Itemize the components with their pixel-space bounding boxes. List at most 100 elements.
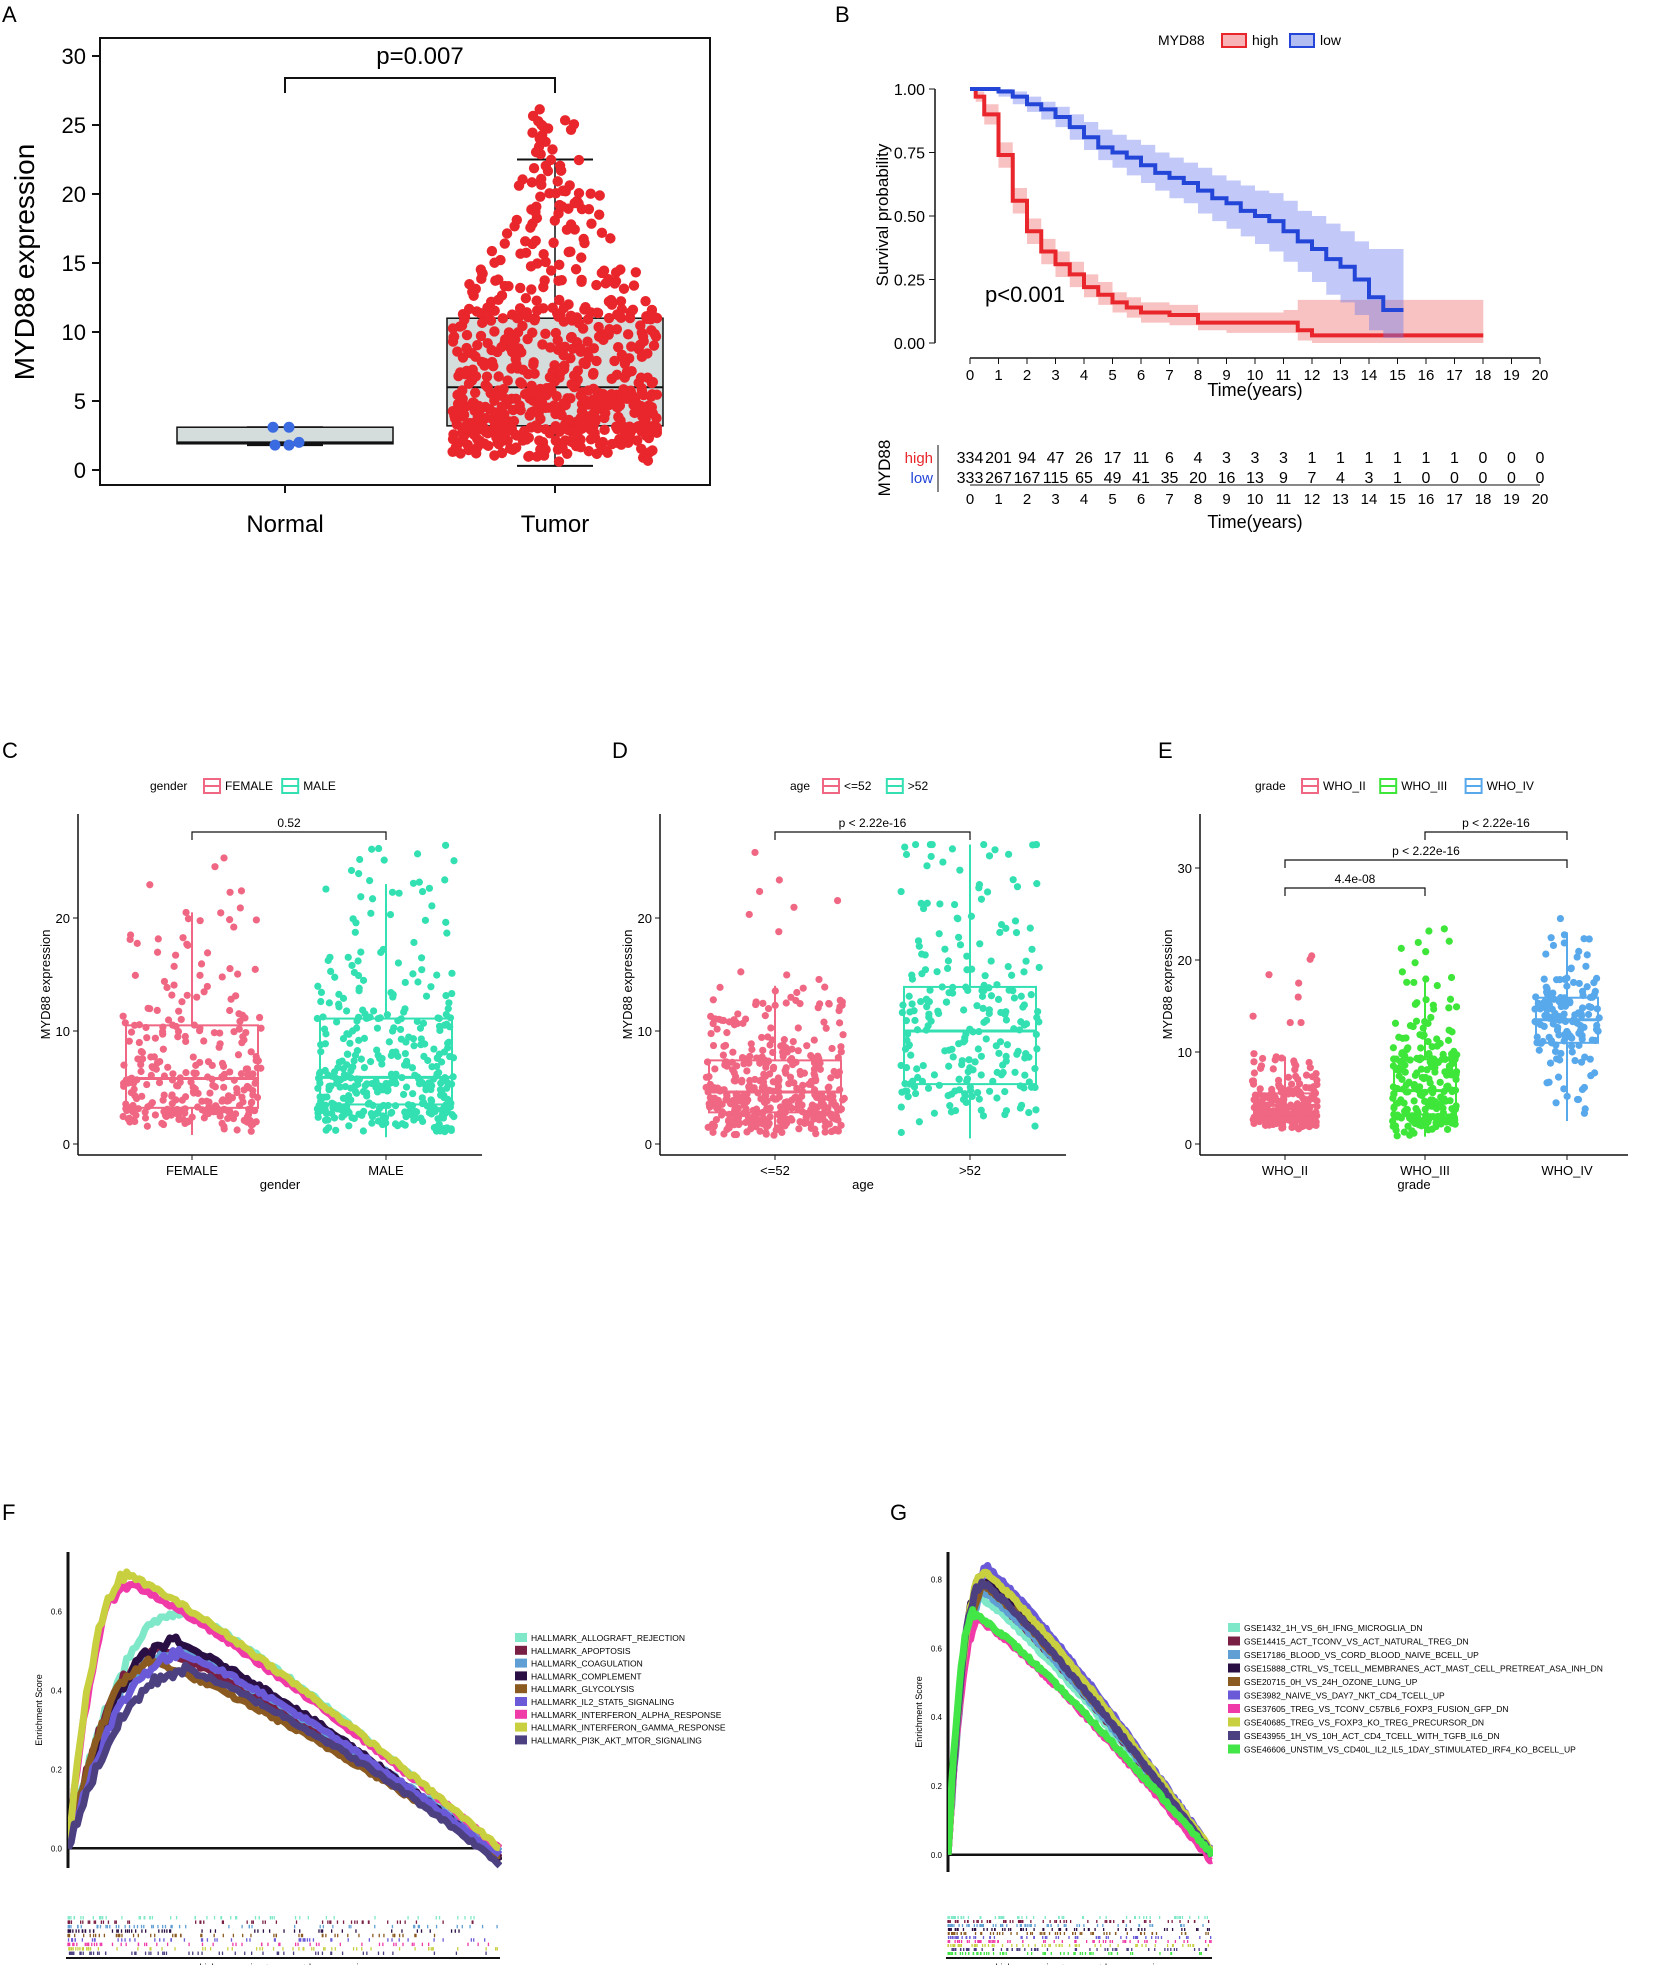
data-point [966,1064,974,1072]
data-point [635,400,647,412]
risk-x-tick-label: 6 [1137,491,1145,508]
data-point [126,931,135,939]
y-tick-label: 0.50 [894,209,925,226]
data-point [985,852,994,860]
data-point [602,447,613,459]
box->52 [903,985,1037,1086]
data-point [475,330,487,342]
data-point [1440,925,1448,933]
data-point [794,1100,802,1108]
data-point [496,401,508,412]
legend-swatch [1228,1623,1240,1632]
data-point [782,1044,790,1052]
legend-swatch [515,1645,527,1655]
data-point [909,1077,917,1085]
data-point [939,858,947,866]
data-point [1280,1093,1288,1101]
data-point [915,942,923,950]
data-point [367,1058,375,1066]
data-point [134,1055,142,1063]
data-point [519,425,530,437]
data-point [752,1000,760,1009]
y-tick-label: 0.4 [51,1686,63,1695]
data-point [588,367,599,379]
data-point [410,938,418,947]
data-point [1021,1054,1029,1062]
data-point [401,1005,409,1013]
legend-label: HALLMARK_APOPTOSIS [531,1646,631,1656]
data-point [497,313,509,324]
data-point [810,1065,819,1073]
data-point [1020,968,1028,976]
data-point [150,1053,158,1061]
data-point [609,355,620,367]
data-point [1578,1004,1587,1012]
legend-title: gender [150,779,187,793]
data-point [486,356,498,368]
data-point [586,424,597,436]
data-point [816,1000,824,1008]
data-point [388,888,397,896]
data-point [215,1043,223,1051]
data-point [354,957,362,965]
data-point [420,1052,428,1061]
data-point [486,245,498,257]
data-point [629,393,641,404]
significance-bracket [284,77,556,93]
data-point [436,1026,444,1035]
data-point [758,1033,766,1042]
data-point [368,845,376,853]
data-point [428,902,436,910]
data-point [468,429,480,440]
data-point [1259,1054,1267,1063]
data-point [1556,976,1564,984]
data-point [174,1027,183,1036]
data-point [450,1113,458,1121]
data-point [347,1067,355,1075]
data-point [710,1015,718,1024]
data-point [1429,1001,1437,1009]
data-point [1398,968,1406,976]
data-point [385,1038,393,1046]
data-point [177,1015,185,1024]
data-point [1580,935,1588,943]
data-point [782,999,790,1007]
data-point [908,1000,916,1008]
data-point [726,1098,734,1106]
data-point [532,423,544,434]
data-point [987,992,996,1000]
legend-label: HALLMARK_ALLOGRAFT_REJECTION [531,1633,685,1643]
data-point [409,970,417,978]
data-point [714,1096,722,1104]
data-point [513,180,525,191]
data-point [1556,1056,1564,1064]
data-point [343,1030,351,1038]
data-point [639,414,650,426]
data-point [226,916,234,924]
data-point [482,382,493,393]
data-point [451,444,463,456]
data-point [605,233,616,244]
data-point [622,329,634,340]
data-point [339,994,348,1002]
x-tick-label: 6 [1137,367,1145,384]
data-point [1436,1078,1444,1086]
data-point [410,1042,418,1050]
x-tick-label: 5 [1108,367,1116,384]
data-point [1411,1114,1419,1122]
data-point [956,941,965,949]
data-point [644,446,655,458]
data-point [448,331,460,342]
data-point [448,429,459,440]
data-point [544,372,556,383]
data-point [438,1058,446,1066]
risk-x-tick-label: 7 [1165,491,1173,508]
y-axis-label: MYD88 expression [1160,930,1175,1040]
box-FEMALE [125,1024,259,1109]
data-point [437,1106,446,1114]
data-point [520,292,532,304]
data-point [511,214,522,226]
data-point [552,176,563,187]
data-point [174,1111,183,1119]
